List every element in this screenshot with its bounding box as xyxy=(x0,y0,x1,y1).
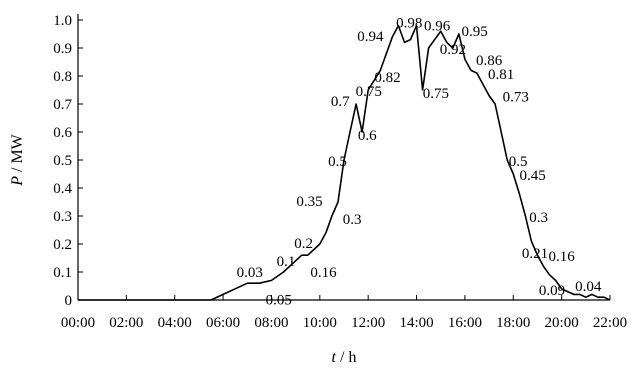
x-tick-label: 20:00 xyxy=(545,315,579,331)
x-axis-unit: h xyxy=(348,349,356,366)
data-label: 0.94 xyxy=(357,29,384,45)
y-tick-label: 0.6 xyxy=(53,125,72,141)
data-label: 0.73 xyxy=(503,90,529,106)
y-tick-label: 1.0 xyxy=(53,13,72,29)
y-tick-label: 0.5 xyxy=(53,153,72,169)
data-label: 0.95 xyxy=(461,24,487,40)
data-label: 0.3 xyxy=(343,212,362,228)
data-label: 0.21 xyxy=(522,246,548,262)
series-group xyxy=(78,24,611,301)
data-label: 0.92 xyxy=(440,42,466,58)
y-tick-label: 0.3 xyxy=(53,209,72,225)
data-label: 0.5 xyxy=(328,154,347,170)
data-label: 0.86 xyxy=(476,53,503,69)
y-axis-variable: P xyxy=(9,176,26,187)
y-tick-label: 0.9 xyxy=(53,41,72,57)
data-label: 0.09 xyxy=(539,283,565,299)
x-tick-label: 06:00 xyxy=(206,315,240,331)
x-axis-separator: / xyxy=(336,349,348,366)
x-tick-label: 12:00 xyxy=(351,315,385,331)
y-tick-label: 0.1 xyxy=(53,265,72,281)
y-tick-label: 0.8 xyxy=(53,69,72,85)
x-tick-label: 18:00 xyxy=(496,315,530,331)
data-label: 0.5 xyxy=(509,154,528,170)
data-label: 0.2 xyxy=(294,236,313,252)
x-axis-title: t / h xyxy=(332,349,357,366)
y-tick-label: 0.2 xyxy=(53,237,72,253)
y-axis-separator: / xyxy=(9,164,26,176)
data-label: 0.6 xyxy=(358,128,377,144)
x-tick-label: 00:00 xyxy=(61,315,95,331)
data-label: 0.82 xyxy=(374,70,400,86)
x-tick-label: 08:00 xyxy=(254,315,288,331)
data-label: 0.75 xyxy=(423,86,449,102)
data-label: 0.03 xyxy=(237,265,263,281)
x-tick-label: 02:00 xyxy=(109,315,143,331)
data-label: 0.75 xyxy=(356,84,382,100)
x-tick-label: 22:00 xyxy=(593,315,627,331)
data-label: 0.45 xyxy=(519,168,545,184)
data-label: 0.35 xyxy=(296,194,322,210)
data-label: 0.3 xyxy=(529,210,548,226)
data-label: 0.7 xyxy=(331,94,350,110)
data-label: 0.16 xyxy=(310,265,337,281)
x-tick-label: 14:00 xyxy=(399,315,433,331)
x-tick-label: 16:00 xyxy=(448,315,482,331)
x-tick-label: 04:00 xyxy=(158,315,192,331)
data-label: 0.04 xyxy=(575,279,602,295)
y-tick-label: 0.7 xyxy=(53,97,72,113)
y-tick-label: 0 xyxy=(65,293,73,309)
data-label: 0.96 xyxy=(424,18,451,34)
data-label: 0.05 xyxy=(266,292,292,308)
data-labels: 0.030.050.10.160.20.30.350.50.60.70.750.… xyxy=(237,16,602,309)
x-axis-variable: t xyxy=(332,349,337,366)
data-label: 0.16 xyxy=(549,249,576,265)
y-tick-label: 0.4 xyxy=(53,181,72,197)
data-label: 0.98 xyxy=(396,16,422,32)
y-ticks: 0 0.1 0.2 0.3 0.4 0.5 0.6 0.7 0.8 0.9 1.0 xyxy=(53,13,83,309)
data-label: 0.81 xyxy=(488,67,514,83)
x-ticks: 00:00 02:00 04:00 06:00 08:00 10:00 12:00 14:00… xyxy=(61,295,627,331)
y-axis-title: P / MW xyxy=(9,133,26,186)
x-tick-label: 10:00 xyxy=(303,315,337,331)
series-line xyxy=(78,24,611,301)
data-label: 0.1 xyxy=(277,254,296,270)
y-axis-unit: MW xyxy=(9,133,26,163)
